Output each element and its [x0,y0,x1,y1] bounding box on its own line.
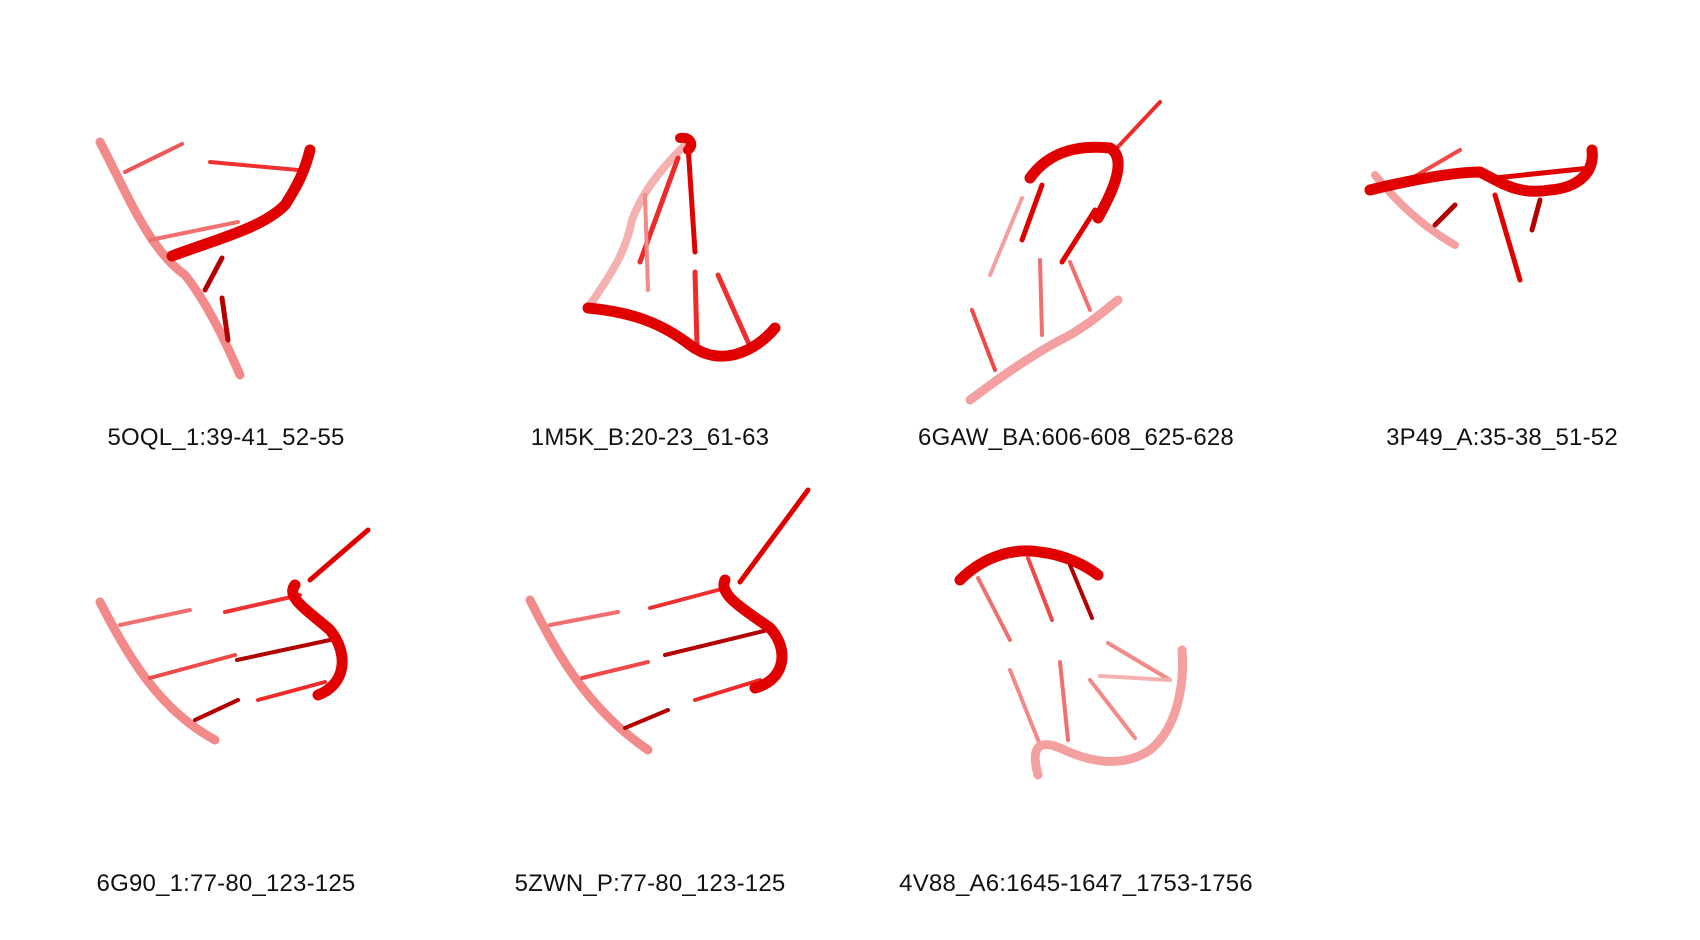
structure-label-4v88: 4V88_A6:1645-1647_1753-1756 [899,870,1253,897]
structure-render-5zwn [525,487,811,755]
structure-render-4v88 [954,545,1187,780]
structure-label-6gaw: 6GAW_BA:606-608_625-628 [918,424,1234,451]
structure-label-5oql: 5OQL_1:39-41_52-55 [107,424,345,451]
structure-label-5zwn: 5ZWN_P:77-80_123-125 [514,870,786,897]
structure-label-3p49: 3P49_A:35-38_51-52 [1386,424,1618,451]
structure-render-6g90 [95,527,371,745]
structure-render-3p49 [1364,144,1598,283]
structure-label-6g90: 6G90_1:77-80_123-125 [96,870,356,897]
structure-render-5oql [95,137,316,380]
structure-render-1m5k [582,132,781,362]
structure-render-6gaw [965,100,1162,405]
structure-label-1m5k: 1M5K_B:20-23_61-63 [530,424,770,451]
